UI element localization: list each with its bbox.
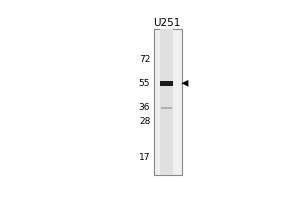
Polygon shape — [182, 80, 188, 87]
Text: 28: 28 — [139, 117, 150, 126]
Text: U251: U251 — [153, 18, 180, 28]
Bar — [160, 29, 173, 175]
Text: 55: 55 — [139, 79, 150, 88]
Bar — [160, 81, 173, 86]
Bar — [154, 29, 182, 175]
Bar — [161, 107, 172, 109]
Text: 72: 72 — [139, 55, 150, 64]
Text: 36: 36 — [139, 103, 150, 112]
Text: 17: 17 — [139, 153, 150, 162]
